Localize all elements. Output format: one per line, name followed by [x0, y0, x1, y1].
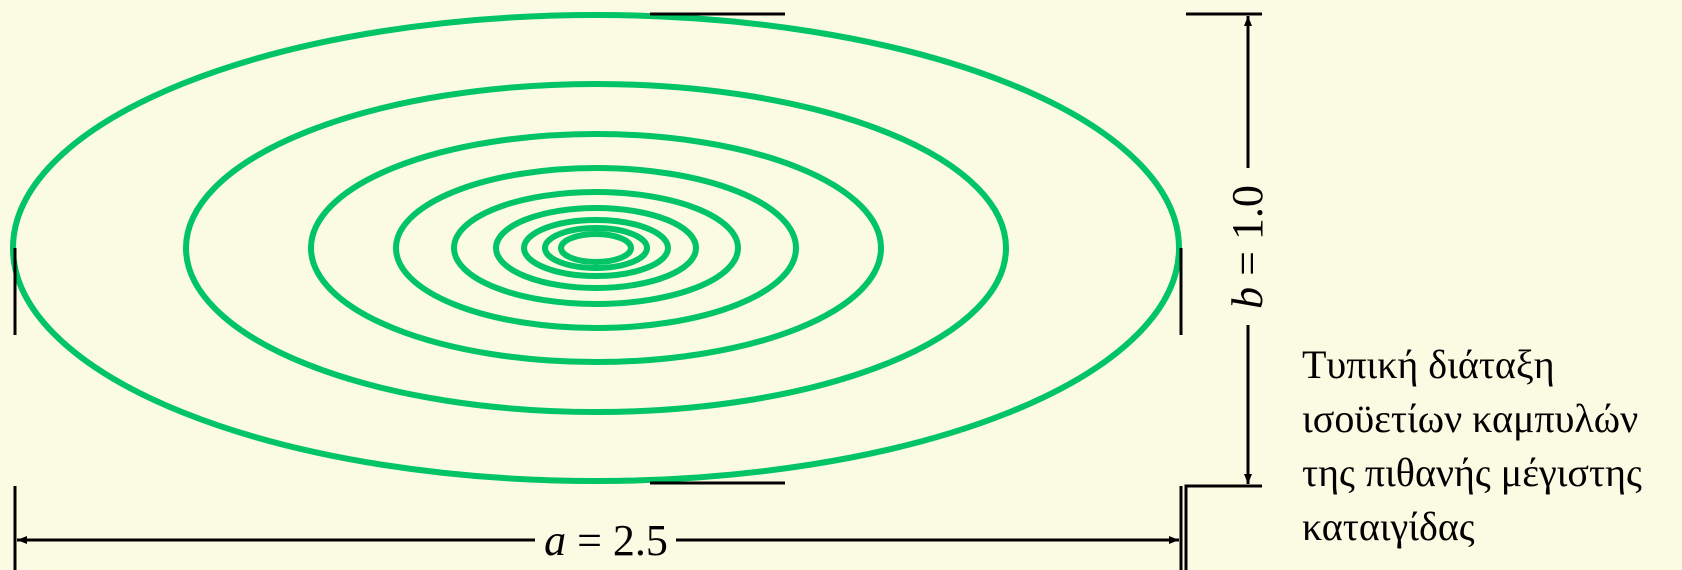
isohyet-9: [558, 231, 634, 265]
isohyet-6: [493, 205, 699, 291]
caption-line-1: Τυπική διάταξη: [1302, 342, 1555, 387]
isohyet-8: [542, 225, 650, 271]
extension-line-bottom-right: [1184, 484, 1262, 570]
isohyet-7: [521, 217, 671, 279]
isohyet-3: [308, 131, 884, 365]
caption-line-2: ισοϋετίων καμπυλών: [1302, 396, 1639, 441]
caption-line-3: της πιθανής μέγιστης: [1302, 450, 1642, 495]
diagram-caption: Τυπική διάταξη ισοϋετίων καμπυλών της πι…: [1302, 338, 1677, 554]
isohyet-group: [10, 12, 1182, 484]
dimension-a: [13, 248, 1183, 570]
caption-line-4: καταιγίδας: [1302, 504, 1475, 549]
isohyet-4: [393, 165, 799, 331]
dimension-b: [650, 12, 1262, 570]
isohyet-2: [183, 81, 1009, 415]
isohyet-1: [10, 12, 1182, 484]
dimension-a-label: a = 2.5: [544, 516, 668, 565]
isohyet-5: [451, 189, 741, 307]
dimension-b-label: b = 1.0: [1223, 185, 1272, 309]
